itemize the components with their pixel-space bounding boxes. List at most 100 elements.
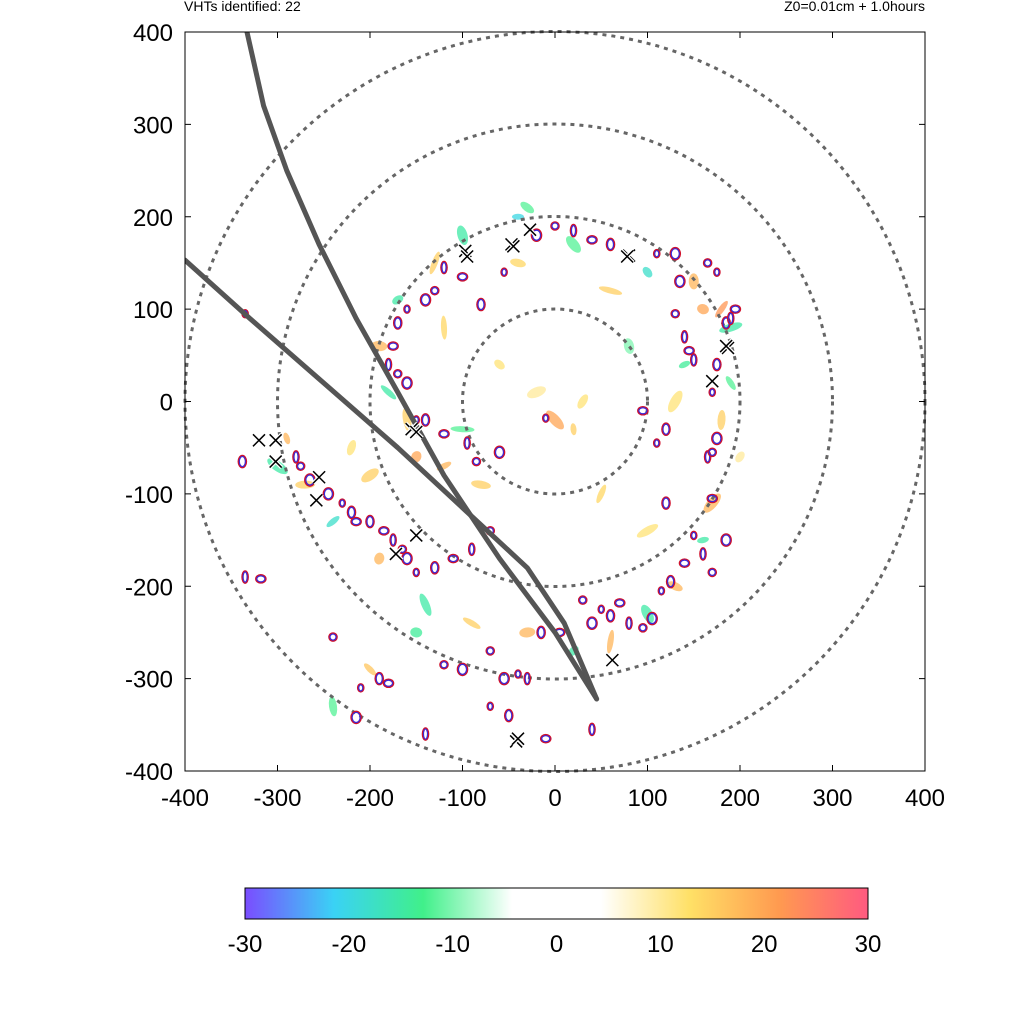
contour-positive <box>674 274 686 289</box>
vht-marker-stroke <box>511 732 525 746</box>
contour-negative <box>501 268 507 276</box>
contour-negative <box>256 575 266 583</box>
contour-negative <box>439 430 449 438</box>
contour-negative <box>431 287 439 295</box>
field-blob <box>440 315 448 340</box>
contour-negative <box>347 506 356 518</box>
contour-positive <box>689 530 698 541</box>
contour-positive <box>485 646 496 656</box>
contour-negative <box>524 673 530 685</box>
contour-positive <box>720 533 732 547</box>
range-ring <box>183 30 927 773</box>
contour-negative <box>714 268 720 276</box>
contour-negative <box>297 462 305 470</box>
contour-positive <box>683 345 695 356</box>
contour-positive <box>711 431 723 446</box>
y-tick-label: -300 <box>125 667 173 694</box>
contour-positive <box>680 330 689 344</box>
contour-negative <box>422 728 429 740</box>
contour-positive <box>597 604 606 615</box>
contour-negative <box>670 248 680 260</box>
contour-positive <box>493 445 506 460</box>
contour-positive <box>374 671 385 686</box>
vht-marker <box>268 454 284 469</box>
x-tick-label: -400 <box>161 785 209 812</box>
contour-positive <box>637 405 649 416</box>
contour-positive <box>463 436 471 450</box>
x-tick-label: 100 <box>627 785 667 812</box>
field-blob <box>519 627 536 638</box>
colorbar-gradient <box>244 887 869 920</box>
plot-frame <box>184 31 926 772</box>
contour-positive <box>503 708 514 723</box>
contour-positive <box>652 248 661 259</box>
contour-positive <box>338 498 347 508</box>
range-ring <box>276 122 834 681</box>
vht-marker <box>510 731 526 747</box>
contour-positive <box>322 487 335 501</box>
contour-negative <box>457 663 468 675</box>
contour-positive <box>588 722 596 737</box>
contour-negative <box>675 275 685 288</box>
contour-negative <box>587 236 597 244</box>
contour-positive <box>625 616 633 631</box>
contour-positive <box>429 560 440 575</box>
contour-negative <box>728 312 734 324</box>
vht-marker-stroke <box>458 244 472 258</box>
contour-negative <box>420 294 431 306</box>
vht-marker-stroke <box>409 528 423 542</box>
axes: -400 -300 -200 -100 0 100 200 300 400 -400 -300 -20… <box>125 20 945 812</box>
contour-negative <box>606 610 615 622</box>
contour-negative <box>431 562 439 574</box>
contour-positive <box>514 669 522 679</box>
colorbar-tick-label: -20 <box>331 931 366 958</box>
contour-positive <box>456 271 469 282</box>
vht-marker <box>704 373 720 389</box>
contour-positive <box>646 611 658 626</box>
contour-negative <box>469 543 475 555</box>
x-tick-label: -100 <box>438 785 486 812</box>
contour-positive <box>703 450 712 464</box>
contour-positive <box>292 450 300 464</box>
colorbar-tick-label: 20 <box>751 931 778 958</box>
contour-negative <box>589 723 595 736</box>
contour-positive <box>255 574 267 584</box>
field-blob <box>380 385 397 400</box>
contour-positive <box>702 258 713 268</box>
contour-negative <box>707 494 717 503</box>
contour-negative <box>457 273 468 281</box>
vht-marker <box>388 546 404 562</box>
y-tick-label: 0 <box>160 390 173 417</box>
contour-positive <box>523 671 532 686</box>
contour-positive <box>539 733 552 744</box>
vht-marker <box>619 249 635 264</box>
vht-marker-stroke <box>312 470 326 484</box>
contour-negative <box>537 626 545 639</box>
contour-positive <box>661 496 671 510</box>
contour-positive <box>726 311 735 326</box>
contour-negative <box>358 684 364 692</box>
header-time-info: Z0=0.01cm + 1.0hours <box>784 0 925 14</box>
vht-marker <box>604 652 620 668</box>
field-blob <box>606 629 615 654</box>
vht-marker-stroke <box>252 433 266 447</box>
contour-positive <box>420 413 431 427</box>
contour-positive <box>707 567 718 578</box>
range-rings <box>183 30 927 773</box>
colorbar-tick-label: -10 <box>435 931 470 958</box>
contour-positive <box>403 304 411 314</box>
contour-positive <box>569 223 578 238</box>
x-tick-label: 300 <box>812 785 852 812</box>
contour-negative <box>658 587 664 595</box>
field-blob <box>450 426 475 433</box>
y-tick-label: -200 <box>125 574 173 601</box>
contour-positive <box>421 727 430 741</box>
contour-positive <box>378 526 390 536</box>
vht-marker-stroke <box>705 374 719 388</box>
contour-positive <box>382 678 395 689</box>
field-blob <box>374 552 385 565</box>
contour-positive <box>384 357 393 372</box>
y-tick-label: -400 <box>125 759 173 786</box>
field-blob <box>678 360 691 369</box>
field-blob <box>715 300 728 318</box>
